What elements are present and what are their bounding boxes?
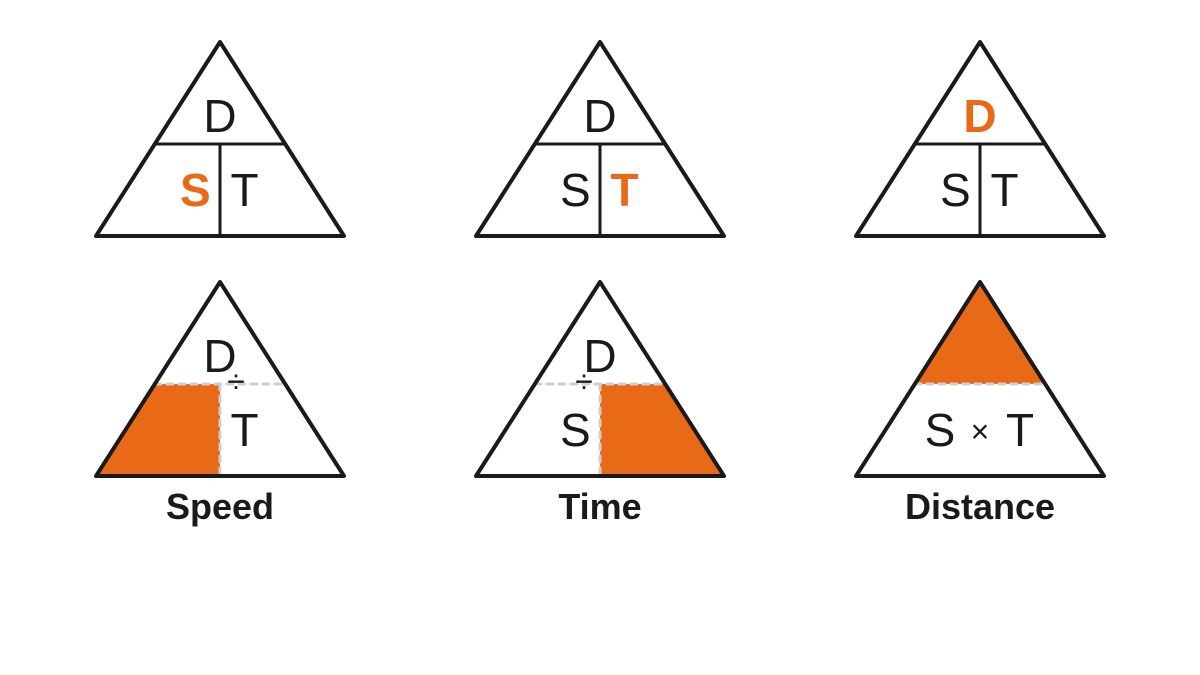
letter-s: S: [180, 164, 211, 216]
triangle-grid: DSTDSTDSTDT÷SpeedDS÷TimeST×Distance: [90, 40, 1110, 528]
letter-s: S: [925, 404, 956, 456]
letter-s: S: [560, 164, 591, 216]
operator-divide: ÷: [227, 363, 245, 399]
formula-triangle: DT÷: [90, 280, 350, 480]
caption-distance: Distance: [905, 486, 1055, 528]
triangle-wrap: DS÷: [470, 280, 730, 480]
letter-d: D: [203, 90, 236, 142]
triangle-wrap: DST: [90, 40, 350, 240]
diagram-page: DSTDSTDSTDT÷SpeedDS÷TimeST×Distance: [0, 0, 1200, 675]
letter-t: T: [611, 164, 639, 216]
triangle-cell-distance-highlight: DST: [850, 40, 1110, 240]
formula-triangle: DST: [850, 40, 1110, 240]
caption-speed: Speed: [166, 486, 274, 528]
triangle-wrap: DT÷: [90, 280, 350, 480]
letter-t: T: [991, 164, 1019, 216]
letter-d: D: [963, 90, 996, 142]
operator-divide: ÷: [575, 363, 593, 399]
triangle-cell-time-highlight: DST: [470, 40, 730, 240]
letter-s: S: [940, 164, 971, 216]
formula-triangle: DST: [470, 40, 730, 240]
triangle-wrap: ST ×: [850, 280, 1110, 480]
caption-time: Time: [558, 486, 641, 528]
formula-triangle: ST ×: [850, 280, 1110, 480]
formula-triangle: DST: [90, 40, 350, 240]
triangle-cell-distance-formula: ST × Distance: [850, 280, 1110, 528]
letter-t: T: [1006, 404, 1034, 456]
triangle-cell-speed-highlight: DST: [90, 40, 350, 240]
letter-s: S: [560, 404, 591, 456]
letter-d: D: [583, 90, 616, 142]
triangle-cell-time-formula: DS÷Time: [470, 280, 730, 528]
triangle-cell-speed-formula: DT÷Speed: [90, 280, 350, 528]
triangle-wrap: DST: [850, 40, 1110, 240]
letter-t: T: [231, 404, 259, 456]
operator-multiply: ×: [971, 413, 990, 449]
triangle-wrap: DST: [470, 40, 730, 240]
formula-triangle: DS÷: [470, 280, 730, 480]
letter-t: T: [231, 164, 259, 216]
